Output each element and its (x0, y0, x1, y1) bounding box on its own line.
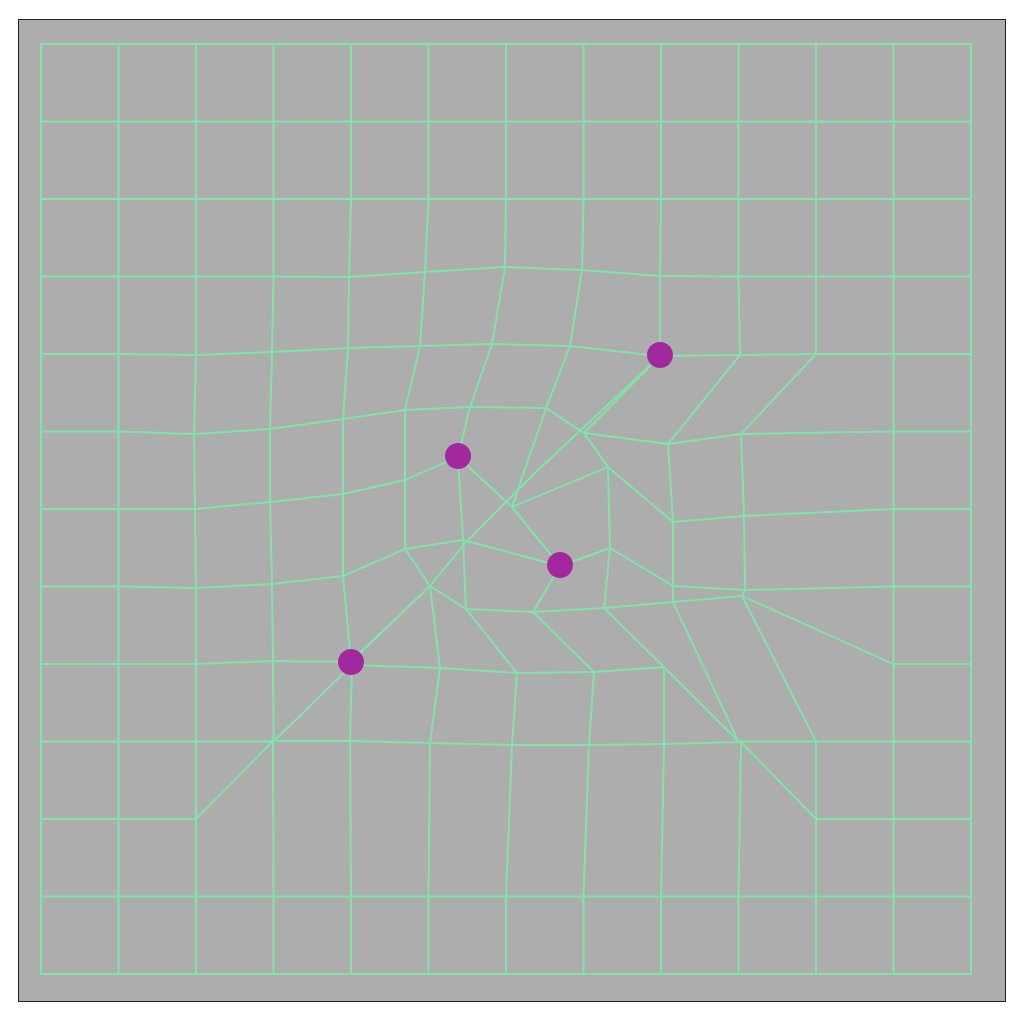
mesh-row-line-5 (40, 406, 972, 445)
mesh-column-line-8 (583, 43, 665, 975)
warp-diagonal-line-1 (457, 456, 561, 567)
warp-diagonal-line-0 (349, 355, 661, 663)
mesh-row-line-10 (40, 740, 972, 820)
mesh-column-line-3 (269, 43, 275, 975)
mesh-column-line-9 (667, 43, 742, 975)
mesh-column-line-5 (404, 43, 441, 975)
mesh-column-line-10 (740, 43, 817, 975)
handle-center[interactable] (547, 552, 573, 578)
handle-upper-left[interactable] (445, 443, 471, 469)
mesh-row-line-3 (40, 266, 972, 278)
mesh-column-line-2 (193, 43, 197, 975)
mesh-row-line-7 (40, 539, 972, 591)
mesh-row-line-9 (40, 664, 972, 743)
mesh-column-line-6 (457, 43, 518, 975)
handle-top-right[interactable] (647, 342, 673, 368)
mesh-column-line-7 (511, 43, 595, 975)
mesh-row-line-4 (40, 343, 972, 357)
mesh-grid (40, 43, 972, 975)
mesh-column-line-4 (342, 43, 353, 975)
mesh-row-line-8 (40, 585, 972, 665)
mesh-row-line-6 (40, 456, 972, 523)
control-handles[interactable] (338, 342, 673, 675)
handle-lower-left[interactable] (338, 649, 364, 675)
